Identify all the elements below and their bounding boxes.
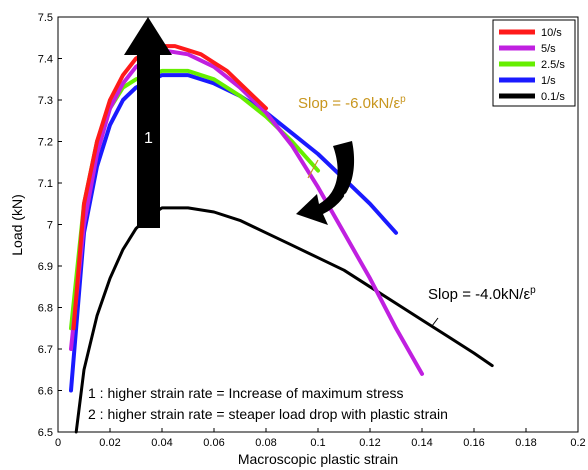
- series-group: [69, 44, 494, 434]
- legend-label: 5/s: [541, 43, 556, 55]
- slope-2-sup: p: [530, 285, 536, 296]
- slope-1-indicator: [307, 159, 319, 179]
- series-line-0-1-s: [74, 206, 494, 434]
- slope-2-main: Slop = -4.0kN/ε: [428, 286, 530, 303]
- y-tick-label: 7.4: [38, 54, 53, 66]
- y-axis-label: Load (kN): [9, 194, 25, 255]
- legend-label: 2.5/s: [541, 59, 565, 71]
- arrow-2-shape: [296, 141, 355, 225]
- x-tick-label: 0: [55, 437, 61, 449]
- x-tick-label: 0.04: [151, 437, 172, 449]
- y-tick-label: 6.5: [38, 427, 53, 439]
- x-tick-label: 0.02: [99, 437, 120, 449]
- x-axis-label: Macroscopic plastic strain: [238, 451, 398, 467]
- y-tick-label: 6.7: [38, 344, 53, 356]
- axis-ticks: 0 0.02 0.04 0.06 0.08 0.1 0.12 0.14 0.16 0.18 0.2 6…: [38, 12, 586, 449]
- y-tick-label: 7.1: [38, 178, 53, 190]
- y-tick-label: 6.6: [38, 386, 53, 398]
- x-tick-label: 0.06: [203, 437, 224, 449]
- arrow-1-label: 1: [144, 130, 153, 147]
- y-tick-label: 7.5: [38, 12, 53, 24]
- series-line-10-s: [71, 44, 268, 331]
- x-tick-label: 0.1: [310, 437, 325, 449]
- legend-label: 10/s: [541, 27, 562, 39]
- x-tick-label: 0.08: [255, 437, 276, 449]
- arrow-2-label: 2: [343, 191, 352, 208]
- x-tick-label: 0.12: [359, 437, 380, 449]
- slope-1-text: Slop = -6.0kN/εp: [298, 94, 406, 112]
- y-tick-label: 6.8: [38, 303, 53, 315]
- legend: 10/s 5/s 2.5/s 1/s 0.1/s: [492, 19, 576, 107]
- slope-2-indicator: [431, 317, 439, 327]
- note-2: 2 : higher strain rate = steaper load dr…: [88, 406, 448, 422]
- x-tick-label: 0.2: [570, 437, 585, 449]
- slope-1-main: Slop = -6.0kN/ε: [298, 95, 400, 112]
- slope-2-text: Slop = -4.0kN/εp: [428, 285, 536, 303]
- series-line-1-s: [69, 73, 398, 393]
- legend-label: 1/s: [541, 75, 556, 87]
- legend-label: 0.1/s: [541, 91, 565, 103]
- y-tick-label: 7: [47, 220, 53, 232]
- note-1: 1 : higher strain rate = Increase of max…: [88, 385, 404, 401]
- series-line-5-s: [69, 48, 424, 376]
- y-tick-label: 6.9: [38, 261, 53, 273]
- x-tick-label: 0.18: [515, 437, 536, 449]
- y-tick-label: 7.2: [38, 137, 53, 149]
- x-tick-label: 0.16: [463, 437, 484, 449]
- y-tick-label: 7.3: [38, 95, 53, 107]
- arrow-1-shape: [124, 17, 172, 228]
- x-tick-label: 0.14: [411, 437, 432, 449]
- slope-1-sup: p: [400, 94, 406, 105]
